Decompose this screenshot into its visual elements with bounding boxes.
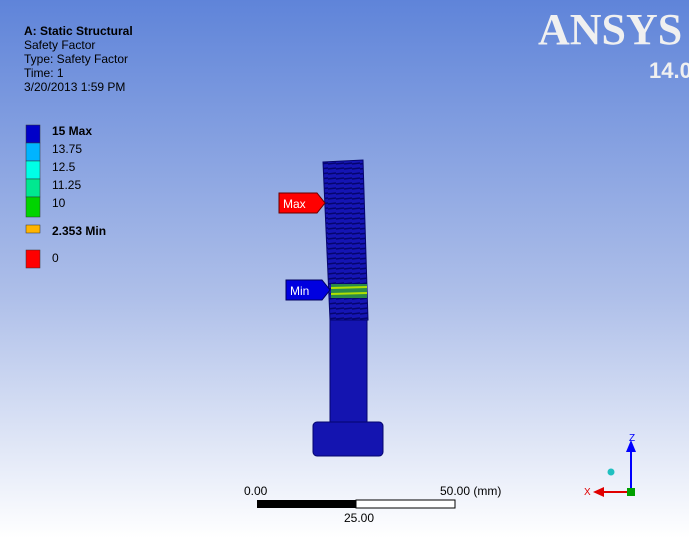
scale-white xyxy=(356,500,455,508)
bolt-head xyxy=(313,422,383,456)
header-line: Time: 1 xyxy=(24,66,64,80)
origin xyxy=(627,488,635,496)
scale-label: 0.00 xyxy=(244,484,268,498)
max-probe: Max xyxy=(279,193,325,213)
legend-label: 2.353 Min xyxy=(52,224,106,238)
view-ball xyxy=(608,469,615,476)
legend-label: 11.25 xyxy=(52,178,81,192)
legend-swatch xyxy=(26,161,40,179)
min-zone-line xyxy=(331,287,367,288)
logo-name: ANSYS xyxy=(538,5,682,54)
min-probe: Min xyxy=(286,280,330,300)
legend-swatch xyxy=(26,225,40,233)
legend-label: 0 xyxy=(52,251,59,265)
min-zone-line xyxy=(331,293,367,294)
probe-label: Min xyxy=(290,284,309,298)
viewport: A: Static Structural Safety Factor Type:… xyxy=(0,0,689,538)
scale-label: 50.00 (mm) xyxy=(440,484,501,498)
scale-black xyxy=(257,500,356,508)
legend-swatch xyxy=(26,143,40,161)
header-line: Safety Factor xyxy=(24,38,95,52)
legend-label: 15 Max xyxy=(52,124,92,138)
legend-label: 12.5 xyxy=(52,160,76,174)
legend-swatch xyxy=(26,250,40,268)
header-line: Type: Safety Factor xyxy=(24,52,128,66)
probe-label: Max xyxy=(283,197,306,211)
page: A: Static Structural Safety Factor Type:… xyxy=(0,0,689,543)
legend-swatch xyxy=(26,179,40,197)
triad-label: X xyxy=(584,487,591,498)
header-title: A: Static Structural xyxy=(24,24,133,38)
legend-label: 13.75 xyxy=(52,142,82,156)
legend-swatch xyxy=(26,125,40,143)
bolt-shank xyxy=(330,320,367,424)
scale-label: 25.00 xyxy=(344,511,374,525)
min-zone xyxy=(331,284,367,298)
legend-label: 10 xyxy=(52,196,66,210)
legend-swatch xyxy=(26,197,40,217)
header-line: 3/20/2013 1:59 PM xyxy=(24,80,125,94)
triad-label: Z xyxy=(629,433,635,444)
logo-version: 14.0 xyxy=(649,58,689,83)
